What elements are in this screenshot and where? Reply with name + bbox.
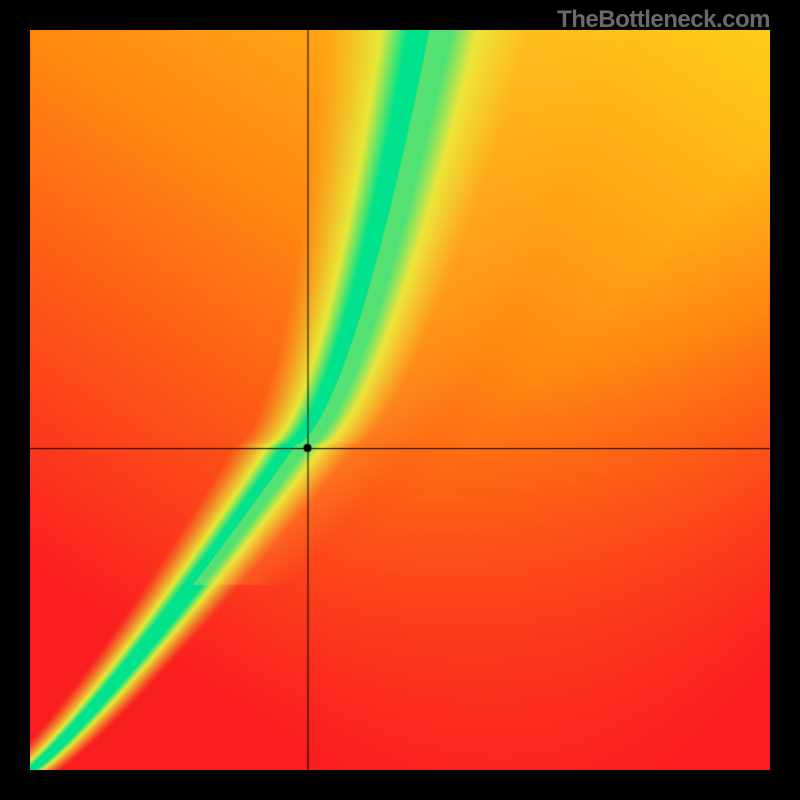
heatmap-plot [30,30,770,770]
watermark-text: TheBottleneck.com [557,6,770,34]
heatmap-canvas [30,30,770,770]
